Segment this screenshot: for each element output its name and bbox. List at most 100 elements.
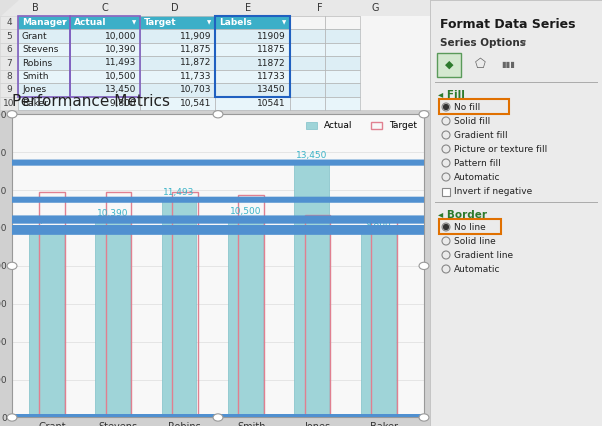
Bar bbox=[140, 97, 215, 110]
Bar bbox=[371, 218, 397, 417]
Circle shape bbox=[213, 414, 223, 421]
Bar bbox=[140, 29, 215, 43]
Text: F: F bbox=[317, 3, 323, 13]
Text: 10,390: 10,390 bbox=[97, 209, 128, 218]
Bar bbox=[442, 188, 450, 196]
Bar bbox=[215, 16, 290, 97]
Bar bbox=[95, 221, 130, 417]
Circle shape bbox=[0, 197, 602, 202]
Circle shape bbox=[444, 225, 448, 230]
Circle shape bbox=[0, 197, 602, 202]
Text: Picture or texture fill: Picture or texture fill bbox=[454, 144, 547, 153]
Bar bbox=[70, 43, 140, 56]
Circle shape bbox=[7, 111, 17, 118]
Text: Labels: Labels bbox=[219, 18, 252, 27]
Bar bbox=[325, 70, 360, 83]
Text: 10,390: 10,390 bbox=[105, 45, 136, 54]
Circle shape bbox=[419, 262, 429, 270]
Text: Manager: Manager bbox=[22, 18, 67, 27]
Text: Invert if negative: Invert if negative bbox=[454, 187, 532, 196]
Text: Automatic: Automatic bbox=[454, 265, 500, 273]
Bar bbox=[361, 232, 396, 417]
Bar bbox=[215, 70, 290, 83]
Text: 8: 8 bbox=[6, 72, 12, 81]
Bar bbox=[325, 43, 360, 56]
Text: Format Data Series: Format Data Series bbox=[440, 18, 576, 31]
Text: 11872: 11872 bbox=[258, 58, 286, 67]
Bar bbox=[215, 97, 290, 110]
Bar bbox=[215, 56, 290, 70]
Text: 10,500: 10,500 bbox=[105, 72, 136, 81]
Text: 11,875: 11,875 bbox=[179, 45, 211, 54]
Bar bbox=[140, 70, 215, 83]
Text: Baker: Baker bbox=[22, 99, 48, 108]
Bar bbox=[294, 163, 329, 417]
Circle shape bbox=[0, 216, 602, 222]
Bar bbox=[0, 97, 18, 110]
Text: Actual: Actual bbox=[74, 18, 107, 27]
Bar bbox=[325, 16, 360, 29]
Text: 11,733: 11,733 bbox=[179, 72, 211, 81]
Bar bbox=[140, 16, 215, 29]
Text: Grant: Grant bbox=[22, 32, 48, 40]
Text: 5: 5 bbox=[6, 32, 12, 40]
Bar bbox=[0, 83, 18, 97]
Bar bbox=[18, 83, 70, 97]
Bar bbox=[325, 97, 360, 110]
Bar bbox=[18, 70, 70, 83]
Bar bbox=[70, 70, 140, 83]
Bar bbox=[215, 43, 290, 56]
Bar bbox=[0, 0, 430, 110]
Bar bbox=[290, 29, 325, 43]
Text: 13,450: 13,450 bbox=[105, 85, 136, 94]
Text: D: D bbox=[171, 3, 179, 13]
Bar bbox=[70, 29, 140, 43]
Text: Automatic: Automatic bbox=[454, 173, 500, 181]
Bar bbox=[105, 193, 131, 417]
Text: Series Options: Series Options bbox=[440, 38, 526, 48]
Text: 11,493: 11,493 bbox=[105, 58, 136, 67]
Circle shape bbox=[0, 414, 602, 420]
Circle shape bbox=[7, 262, 17, 270]
Bar bbox=[238, 195, 264, 417]
Text: C: C bbox=[102, 3, 108, 13]
Text: 11,493: 11,493 bbox=[163, 188, 194, 197]
Text: 10,703: 10,703 bbox=[179, 85, 211, 94]
Text: ◂ Fill: ◂ Fill bbox=[438, 90, 465, 100]
Bar bbox=[325, 56, 360, 70]
Circle shape bbox=[0, 218, 602, 223]
Circle shape bbox=[0, 414, 602, 420]
Bar bbox=[39, 192, 64, 417]
Text: E: E bbox=[245, 3, 251, 13]
Text: 7: 7 bbox=[6, 58, 12, 67]
Text: 9: 9 bbox=[6, 85, 12, 94]
Bar bbox=[325, 29, 360, 43]
Text: G: G bbox=[371, 3, 379, 13]
Circle shape bbox=[0, 414, 602, 420]
Text: 11,909: 11,909 bbox=[179, 32, 211, 40]
Bar bbox=[70, 97, 140, 110]
Text: 10,500: 10,500 bbox=[230, 207, 261, 216]
Circle shape bbox=[0, 414, 602, 420]
Circle shape bbox=[0, 414, 602, 420]
Bar bbox=[18, 16, 70, 97]
Bar bbox=[18, 97, 70, 110]
Text: 6: 6 bbox=[6, 45, 12, 54]
Circle shape bbox=[0, 414, 602, 420]
Text: 11733: 11733 bbox=[257, 72, 286, 81]
Circle shape bbox=[0, 414, 602, 420]
Circle shape bbox=[444, 104, 448, 109]
Bar bbox=[18, 56, 70, 70]
Text: Stevens: Stevens bbox=[22, 45, 58, 54]
Bar bbox=[161, 200, 196, 417]
Circle shape bbox=[0, 225, 602, 231]
Text: Solid fill: Solid fill bbox=[454, 116, 490, 126]
Bar bbox=[172, 193, 197, 417]
Bar bbox=[325, 83, 360, 97]
Text: 10,541: 10,541 bbox=[179, 99, 211, 108]
Text: 11909: 11909 bbox=[257, 32, 286, 40]
Bar bbox=[70, 16, 140, 97]
FancyBboxPatch shape bbox=[437, 53, 461, 77]
Bar bbox=[290, 70, 325, 83]
Text: Smith: Smith bbox=[22, 72, 49, 81]
